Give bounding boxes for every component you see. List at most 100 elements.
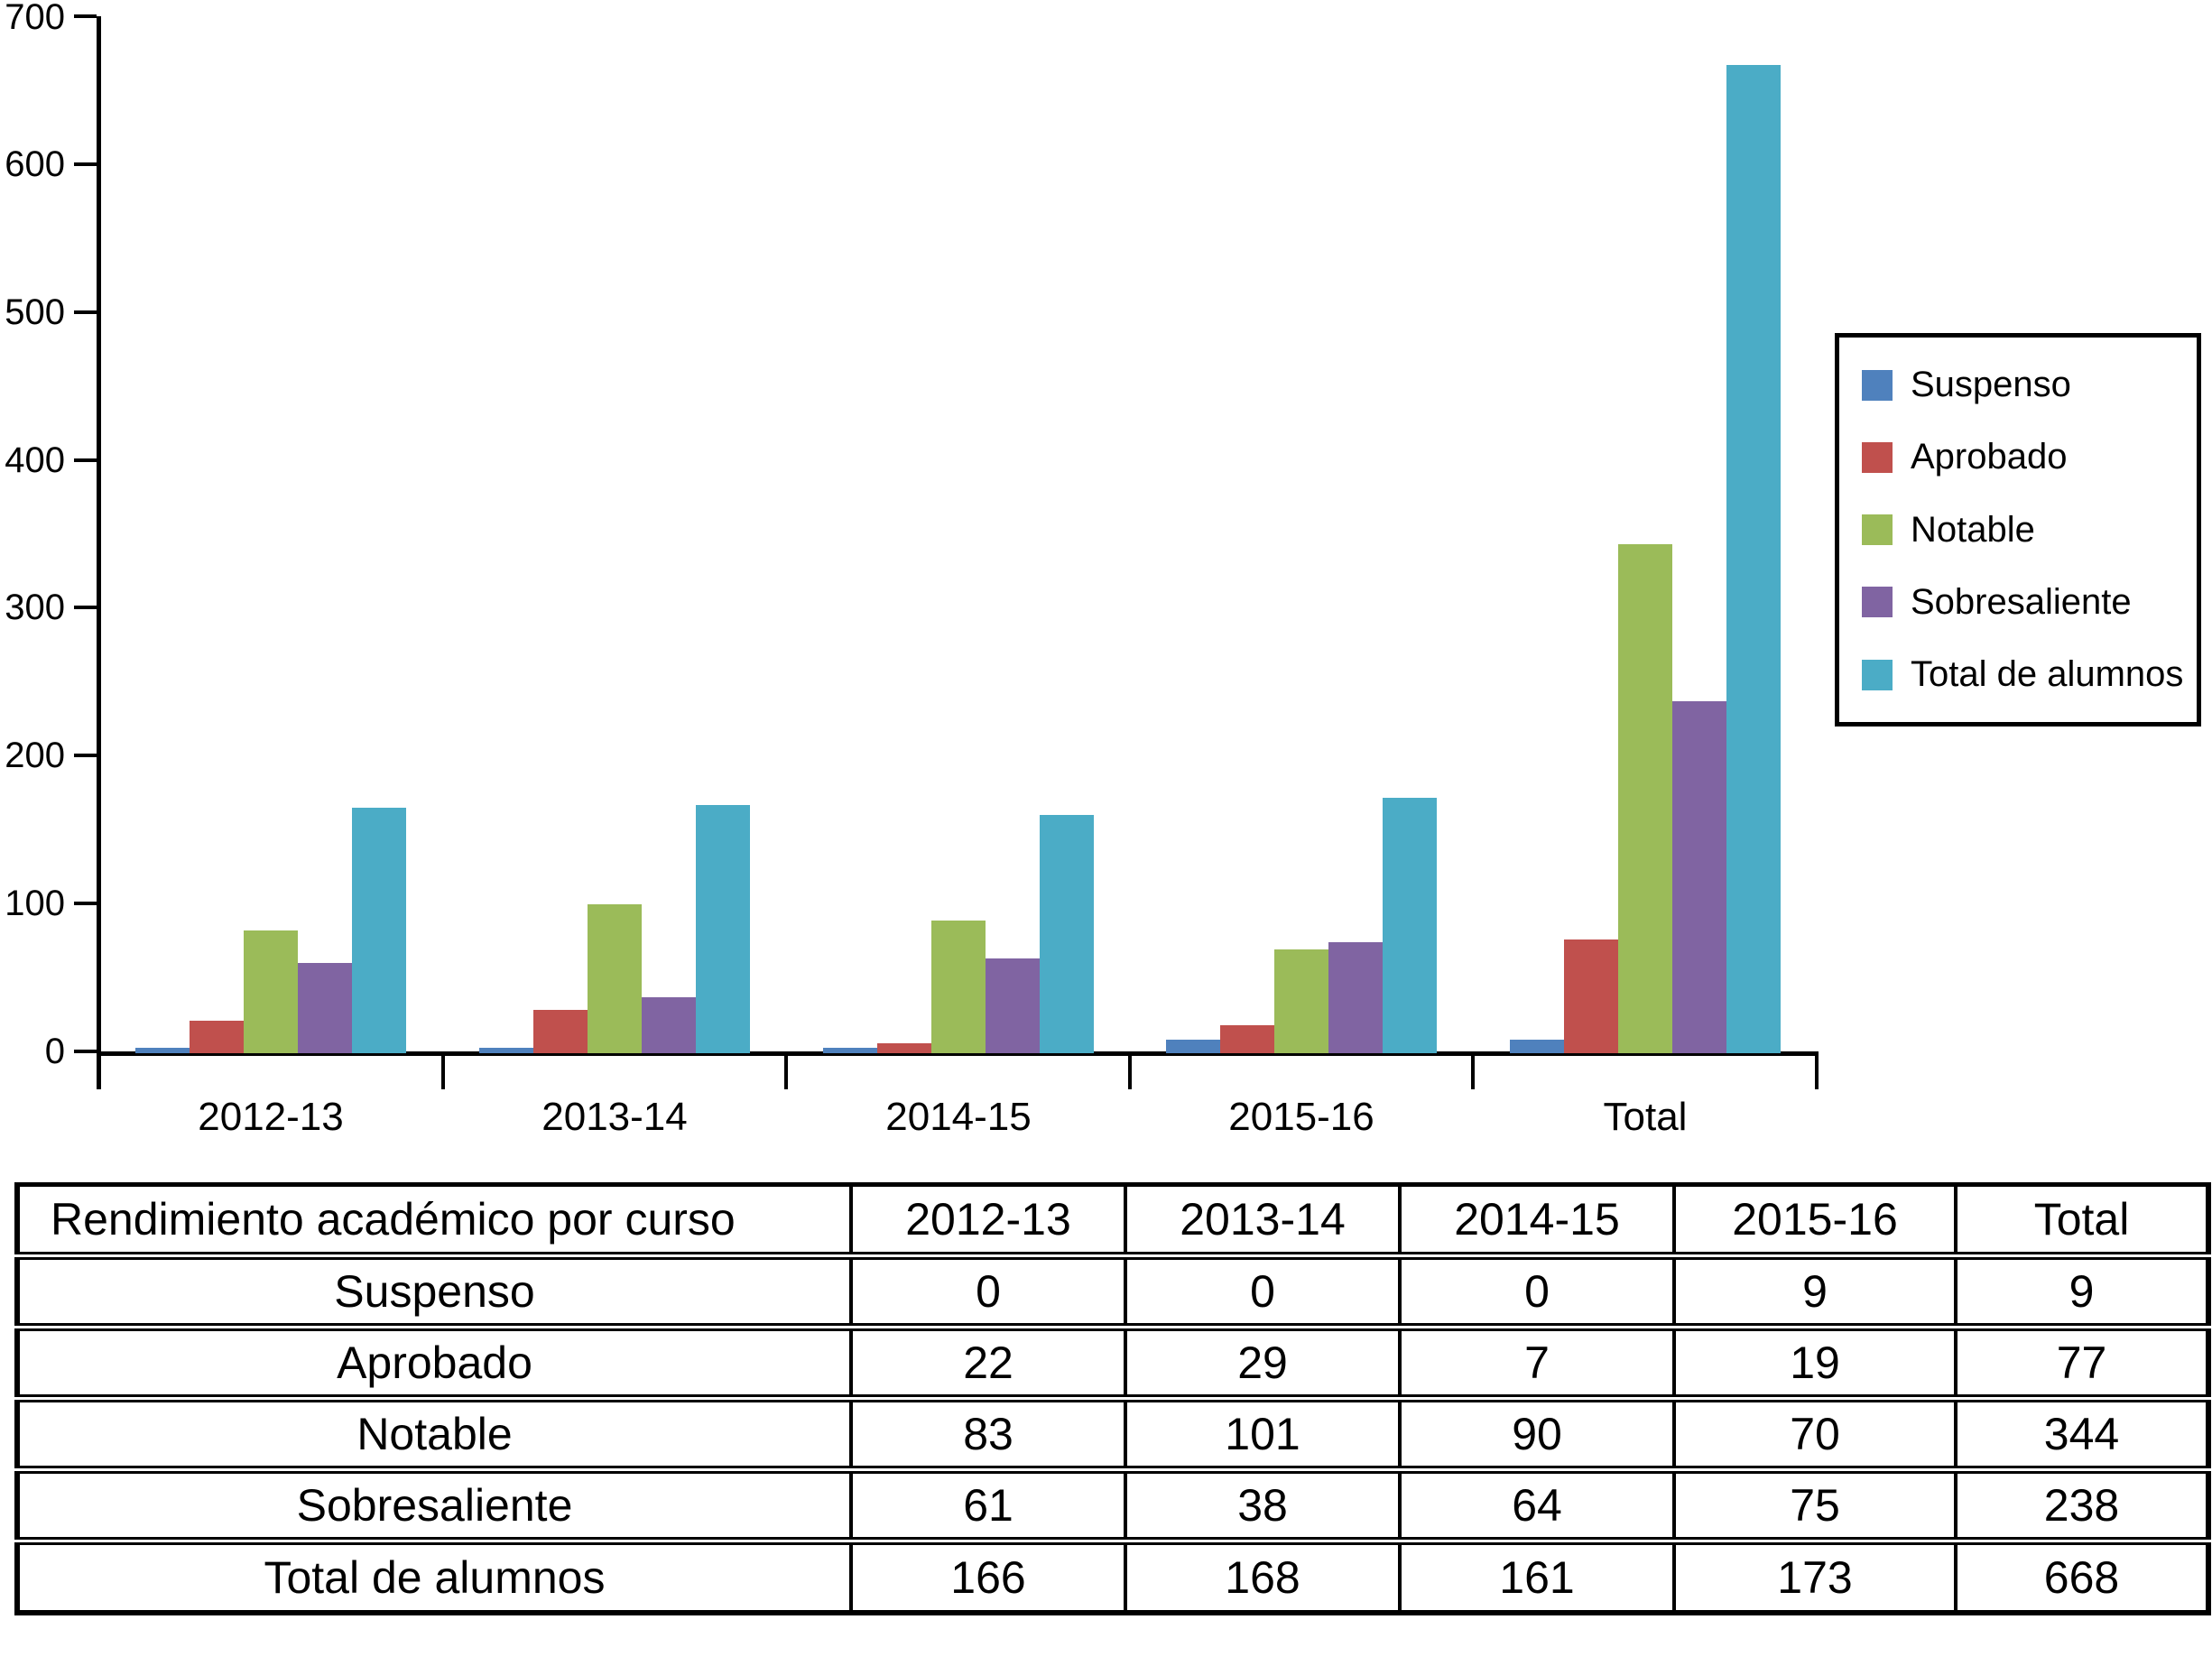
bar-suspenso-2013-14 <box>479 1048 533 1053</box>
table-value-cell: 7 <box>1398 1323 1676 1402</box>
table-row-label: Sobresaliente <box>14 1466 853 1545</box>
legend-swatch-icon <box>1862 514 1893 545</box>
x-axis-tick <box>1128 1051 1132 1089</box>
table-column-header: 2013-14 <box>1124 1182 1402 1260</box>
table-row: Notable 83 101 90 70 344 <box>14 1394 2211 1474</box>
table-value-cell: 161 <box>1398 1537 1676 1615</box>
y-axis-tick-label: 100 <box>5 884 65 923</box>
table-row-label: Suspenso <box>14 1252 853 1331</box>
table-value-cell: 173 <box>1672 1537 1957 1615</box>
table-column-header: 2015-16 <box>1672 1182 1957 1260</box>
bar-sobresaliente-2013-14 <box>642 997 696 1053</box>
y-axis-tick-label: 200 <box>5 736 65 775</box>
table-value-cell: 668 <box>1954 1537 2211 1615</box>
x-category-label: 2014-15 <box>885 1095 1032 1139</box>
table-row: Suspenso 0 0 0 9 9 <box>14 1252 2211 1331</box>
table-value-cell: 19 <box>1672 1323 1957 1402</box>
table-row: Aprobado 22 29 7 19 77 <box>14 1323 2211 1402</box>
y-axis-tick-label: 700 <box>5 0 65 37</box>
table-value-cell: 22 <box>849 1323 1127 1402</box>
table-value-cell: 101 <box>1124 1394 1402 1474</box>
x-axis-tick <box>1471 1051 1475 1089</box>
bar-suspenso-2015-16 <box>1166 1040 1220 1053</box>
bar-aprobado-total <box>1564 939 1618 1053</box>
table-row: Sobresaliente 61 38 64 75 238 <box>14 1466 2211 1545</box>
bar-aprobado-2014-15 <box>877 1043 931 1053</box>
y-axis-tick <box>74 162 97 166</box>
y-axis-tick <box>74 458 97 462</box>
x-axis-tick <box>784 1051 788 1089</box>
bar-total-de-alumnos-2015-16 <box>1383 798 1437 1053</box>
x-axis-tick <box>441 1051 445 1089</box>
grouped-bar-chart: 0 100 200 300 400 500 600 700 2012-13 2013-14 2014… <box>5 0 1819 1139</box>
legend-swatch-icon <box>1862 441 1893 473</box>
y-axis-tick-label: 0 <box>44 1032 65 1071</box>
legend-item-label: Suspenso <box>1911 365 2071 404</box>
legend-item-notable: Notable <box>1839 510 2188 551</box>
bar-aprobado-2012-13 <box>190 1021 244 1053</box>
bar-notable-2012-13 <box>244 930 298 1053</box>
y-axis-tick-label: 500 <box>5 292 65 332</box>
y-axis-line <box>97 16 101 1089</box>
y-axis-tick <box>74 606 97 609</box>
table-column-header: 2012-13 <box>849 1182 1127 1260</box>
bar-suspenso-total <box>1510 1040 1564 1053</box>
y-axis-tick-label: 400 <box>5 440 65 480</box>
table-row-label: Total de alumnos <box>14 1537 853 1615</box>
table-value-cell: 83 <box>849 1394 1127 1474</box>
x-category-label: 2013-14 <box>541 1095 688 1139</box>
table-header-row: Rendimiento académico por curso 2012-13 20… <box>14 1182 2211 1260</box>
bar-total-de-alumnos-total <box>1726 65 1781 1053</box>
bar-sobresaliente-2015-16 <box>1328 942 1383 1053</box>
table-column-header: 2014-15 <box>1398 1182 1676 1260</box>
table-value-cell: 75 <box>1672 1466 1957 1545</box>
table-value-cell: 64 <box>1398 1466 1676 1545</box>
legend-item-label: Aprobado <box>1911 437 2068 477</box>
table-value-cell: 0 <box>1398 1252 1676 1331</box>
bar-notable-total <box>1618 544 1672 1053</box>
table-value-cell: 77 <box>1954 1323 2211 1402</box>
data-table: Rendimiento académico por curso 2012-13 20… <box>14 1182 2211 1615</box>
table-row-label: Aprobado <box>14 1323 853 1402</box>
y-axis-tick <box>74 14 97 18</box>
legend-item-sobresaliente: Sobresaliente <box>1839 582 2188 623</box>
y-axis-tick <box>74 902 97 905</box>
bar-sobresaliente-total <box>1672 701 1726 1053</box>
y-axis-tick-label: 300 <box>5 588 65 627</box>
bar-suspenso-2014-15 <box>823 1048 877 1053</box>
table-value-cell: 9 <box>1672 1252 1957 1331</box>
bar-total-de-alumnos-2013-14 <box>696 805 750 1053</box>
bar-aprobado-2015-16 <box>1220 1025 1274 1053</box>
table-value-cell: 238 <box>1954 1466 2211 1545</box>
legend-item-suspenso: Suspenso <box>1839 365 2188 405</box>
table-value-cell: 0 <box>849 1252 1127 1331</box>
legend-item-label: Total de alumnos <box>1911 654 2184 694</box>
table-value-cell: 70 <box>1672 1394 1957 1474</box>
x-axis-tick <box>1815 1051 1819 1089</box>
bar-notable-2014-15 <box>931 921 986 1053</box>
bar-total-de-alumnos-2014-15 <box>1040 815 1094 1053</box>
legend-item-label: Notable <box>1911 509 2035 550</box>
bar-sobresaliente-2014-15 <box>986 958 1040 1053</box>
table-value-cell: 61 <box>849 1466 1127 1545</box>
y-axis-tick <box>74 310 97 314</box>
legend-item-label: Sobresaliente <box>1911 581 2132 622</box>
bar-total-de-alumnos-2012-13 <box>352 808 406 1053</box>
table-value-cell: 168 <box>1124 1537 1402 1615</box>
chart-legend: Suspenso Aprobado Notable Sobresaliente Tota… <box>1835 333 2201 727</box>
legend-swatch-icon <box>1862 659 1893 690</box>
x-category-label: Total <box>1603 1095 1688 1139</box>
bar-notable-2013-14 <box>588 904 642 1053</box>
legend-item-total-de-alumnos: Total de alumnos <box>1839 654 2188 695</box>
x-category-label: 2012-13 <box>198 1095 344 1139</box>
table-column-header: Total <box>1954 1182 2211 1260</box>
table-value-cell: 38 <box>1124 1466 1402 1545</box>
legend-swatch-icon <box>1862 587 1893 618</box>
table-row-label: Notable <box>14 1394 853 1474</box>
bar-suspenso-2012-13 <box>135 1048 190 1053</box>
table-value-cell: 90 <box>1398 1394 1676 1474</box>
table-value-cell: 9 <box>1954 1252 2211 1331</box>
table-value-cell: 344 <box>1954 1394 2211 1474</box>
table-row: Total de alumnos 166 168 161 173 668 <box>14 1537 2211 1615</box>
